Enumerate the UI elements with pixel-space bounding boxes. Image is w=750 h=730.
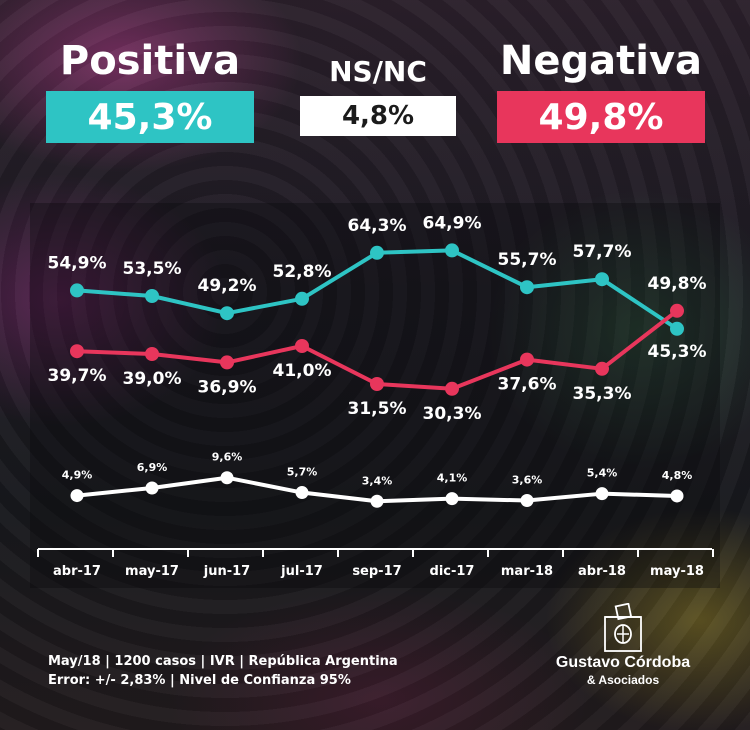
data-point-positiva <box>670 321 684 336</box>
nsnc-title: NS/NC <box>329 55 427 88</box>
positiva-value-badge: 45,3% <box>46 91 254 143</box>
data-point-nsnc <box>445 492 459 506</box>
data-point-negativa <box>595 361 609 376</box>
footer-sample-info: May/18 | 1200 casos | IVR | República Ar… <box>48 654 398 669</box>
nsnc-value-badge: 4,8% <box>300 96 456 136</box>
negativa-value-badge: 49,8% <box>497 91 705 143</box>
x-tick-label: dic-17 <box>430 564 475 579</box>
data-label-negativa: 39,0% <box>123 369 182 389</box>
data-label-negativa: 37,6% <box>498 375 557 395</box>
data-label-nsnc: 3,4% <box>362 474 393 487</box>
x-tick-label: jul-17 <box>280 564 323 579</box>
footer-error-info: Error: +/- 2,83% | Nivel de Confianza 95… <box>48 673 351 688</box>
data-point-nsnc <box>70 489 84 503</box>
ballot-box-icon <box>604 603 642 652</box>
x-tick-label: abr-18 <box>578 564 626 579</box>
x-tick-label: jun-17 <box>203 564 250 579</box>
data-label-positiva: 57,7% <box>573 242 632 262</box>
data-point-negativa <box>670 303 684 318</box>
data-point-negativa <box>220 355 234 370</box>
logo-subtitle: & Asociados <box>586 673 660 687</box>
data-label-negativa: 41,0% <box>273 361 332 381</box>
data-label-negativa: 36,9% <box>198 377 257 397</box>
data-label-nsnc: 5,4% <box>587 467 618 480</box>
data-label-positiva: 52,8% <box>273 262 332 282</box>
data-label-nsnc: 5,7% <box>287 466 318 479</box>
data-label-positiva: 49,2% <box>198 276 257 296</box>
data-label-nsnc: 6,9% <box>137 461 168 474</box>
negativa-title: Negativa <box>499 38 703 84</box>
x-tick-label: may-18 <box>650 564 704 579</box>
data-point-nsnc <box>520 494 534 508</box>
data-point-positiva <box>370 245 384 260</box>
data-label-nsnc: 4,1% <box>437 472 468 485</box>
x-tick-label: abr-17 <box>53 564 101 579</box>
data-point-negativa <box>445 381 459 396</box>
data-point-nsnc <box>595 487 609 501</box>
data-label-positiva: 45,3% <box>648 342 707 362</box>
data-label-negativa: 35,3% <box>573 384 632 404</box>
data-point-positiva <box>220 306 234 321</box>
logo-name: Gustavo Córdoba <box>555 654 691 671</box>
data-point-positiva <box>445 243 459 258</box>
x-tick-label: sep-17 <box>352 564 401 579</box>
x-tick-label: mar-18 <box>501 564 553 579</box>
data-label-positiva: 53,5% <box>123 259 182 279</box>
data-point-positiva <box>145 289 159 303</box>
data-point-nsnc <box>670 489 684 503</box>
x-tick-label: may-17 <box>125 564 179 579</box>
data-point-negativa <box>70 344 84 359</box>
data-point-negativa <box>145 347 159 361</box>
data-label-positiva: 55,7% <box>498 250 557 270</box>
data-point-positiva <box>595 272 609 287</box>
data-point-negativa <box>520 352 534 367</box>
data-point-nsnc <box>370 494 384 508</box>
data-label-positiva: 64,9% <box>423 213 482 233</box>
data-point-negativa <box>295 339 309 353</box>
data-point-nsnc <box>295 486 309 500</box>
positiva-title: Positiva <box>59 38 241 84</box>
data-point-positiva <box>70 283 84 298</box>
data-label-nsnc: 9,6% <box>212 451 243 464</box>
data-label-negativa: 39,7% <box>48 366 107 386</box>
chart-panel <box>30 203 720 588</box>
data-label-nsnc: 4,9% <box>62 469 93 482</box>
data-point-positiva <box>295 291 309 306</box>
data-label-negativa: 30,3% <box>423 404 482 424</box>
data-label-negativa: 31,5% <box>348 399 407 419</box>
data-label-nsnc: 3,6% <box>512 474 543 487</box>
data-label-nsnc: 4,8% <box>662 469 693 482</box>
data-label-negativa: 49,8% <box>648 274 707 294</box>
data-point-positiva <box>520 280 534 295</box>
data-point-nsnc <box>145 481 159 495</box>
data-point-negativa <box>370 377 384 391</box>
data-point-nsnc <box>220 471 234 485</box>
data-label-positiva: 54,9% <box>48 253 107 273</box>
data-label-positiva: 64,3% <box>348 216 407 236</box>
